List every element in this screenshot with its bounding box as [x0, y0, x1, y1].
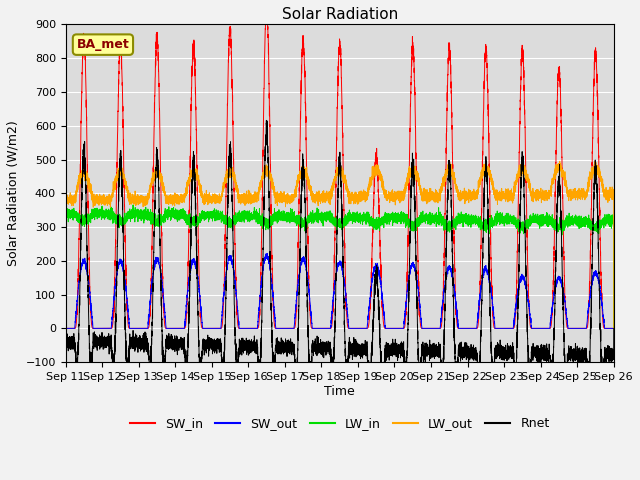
Rnet: [463, 345, 470, 350]
Line: LW_in: LW_in: [65, 205, 614, 328]
X-axis label: Time: Time: [324, 384, 355, 397]
SW_out: [610, 325, 618, 331]
Y-axis label: Solar Radiation (W/m2): Solar Radiation (W/m2): [7, 120, 20, 266]
LW_out: [580, 191, 588, 197]
Legend: SW_in, SW_out, LW_in, LW_out, Rnet: SW_in, SW_out, LW_in, LW_out, Rnet: [125, 412, 555, 435]
Rnet: [248, 345, 256, 351]
LW_out: [556, 158, 564, 164]
SW_in: [580, 325, 588, 331]
LW_in: [129, 202, 137, 208]
SW_in: [478, 200, 486, 205]
SW_out: [263, 251, 271, 256]
SW_in: [248, 325, 256, 331]
Rnet: [61, 337, 69, 343]
SW_in: [263, 0, 271, 5]
Rnet: [321, 341, 329, 347]
LW_out: [478, 170, 486, 176]
LW_in: [478, 219, 486, 225]
SW_in: [321, 325, 329, 331]
SW_in: [587, 231, 595, 237]
SW_out: [478, 280, 486, 286]
LW_in: [463, 221, 470, 227]
LW_out: [463, 188, 470, 194]
Rnet: [580, 352, 588, 358]
Line: SW_in: SW_in: [65, 2, 614, 328]
SW_in: [61, 325, 69, 331]
LW_out: [610, 325, 618, 331]
SW_in: [610, 325, 618, 331]
LW_in: [580, 216, 588, 222]
SW_out: [61, 325, 69, 331]
Rnet: [587, 321, 595, 327]
SW_out: [321, 325, 329, 331]
Line: Rnet: Rnet: [65, 120, 614, 387]
Title: Solar Radiation: Solar Radiation: [282, 7, 398, 22]
Rnet: [610, 325, 618, 331]
LW_in: [610, 325, 618, 331]
LW_out: [321, 197, 329, 203]
Line: LW_out: LW_out: [65, 161, 614, 328]
Rnet: [379, 384, 387, 390]
LW_in: [587, 220, 595, 226]
LW_in: [321, 215, 329, 221]
Rnet: [262, 118, 270, 123]
SW_out: [463, 325, 470, 331]
Text: BA_met: BA_met: [77, 38, 129, 51]
Line: SW_out: SW_out: [65, 253, 614, 328]
LW_out: [587, 172, 595, 178]
SW_out: [580, 325, 588, 331]
LW_out: [61, 198, 69, 204]
Rnet: [478, 298, 486, 304]
SW_out: [587, 290, 595, 296]
LW_in: [248, 215, 256, 221]
LW_out: [248, 192, 256, 198]
LW_in: [61, 210, 69, 216]
SW_in: [463, 325, 470, 331]
SW_out: [248, 325, 256, 331]
